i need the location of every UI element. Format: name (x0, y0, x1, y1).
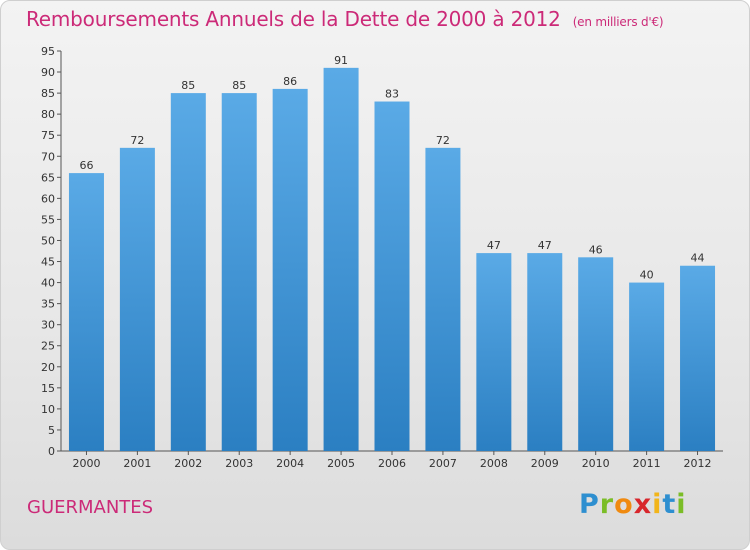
data-labels: 66 72 85 85 86 91 83 72 47 47 46 40 44 (79, 54, 704, 282)
bar (221, 93, 257, 452)
y-tick-label: 90 (41, 66, 55, 79)
data-label: 66 (79, 159, 93, 172)
x-axis: 2000 2001 2002 2003 2004 2005 2006 2007 2008 2009… (61, 450, 723, 470)
x-tick-label: 2005 (327, 457, 355, 470)
x-tick-label: 2011 (633, 457, 661, 470)
bar (680, 265, 716, 451)
bar (170, 93, 206, 452)
y-axis: 0 5 10 15 20 25 30 35 40 45 50 55 60 65 70 75 80 85 90 95 (41, 45, 62, 458)
y-tick-label: 85 (41, 87, 55, 100)
commune-name: GUERMANTES (27, 497, 154, 518)
bar (272, 88, 308, 451)
data-label: 83 (385, 88, 399, 101)
bar (578, 257, 614, 451)
y-tick-label: 20 (41, 361, 55, 374)
x-tick-label: 2009 (531, 457, 559, 470)
bar (527, 253, 563, 451)
x-tick-label: 2003 (225, 457, 253, 470)
x-tick-label: 2000 (72, 457, 100, 470)
bar (476, 253, 512, 451)
data-label: 72 (130, 134, 144, 147)
bar (425, 147, 461, 451)
y-tick-label: 45 (41, 256, 55, 269)
y-tick-label: 10 (41, 403, 55, 416)
x-tick-label: 2004 (276, 457, 304, 470)
data-label: 91 (334, 54, 348, 67)
y-tick-label: 30 (41, 319, 55, 332)
data-label: 85 (181, 79, 195, 92)
bar (629, 282, 665, 451)
chart-title: Remboursements Annuels de la Dette de 20… (26, 7, 664, 31)
chart-title-text: Remboursements Annuels de la Dette de 20… (26, 7, 561, 31)
y-tick-label: 65 (41, 171, 55, 184)
data-label: 86 (283, 75, 297, 88)
bars (68, 67, 716, 452)
y-tick-label: 35 (41, 298, 55, 311)
data-label: 47 (487, 239, 501, 252)
y-tick-label: 50 (41, 234, 55, 247)
x-tick-label: 2008 (480, 457, 508, 470)
data-label: 40 (640, 269, 654, 282)
bar (323, 67, 359, 451)
data-label: 47 (538, 239, 552, 252)
bar (119, 147, 155, 451)
x-tick-label: 2007 (429, 457, 457, 470)
data-label: 85 (232, 79, 246, 92)
bar (374, 101, 410, 452)
y-tick-label: 60 (41, 192, 55, 205)
x-tick-label: 2006 (378, 457, 406, 470)
y-tick-label: 0 (48, 445, 55, 458)
x-tick-label: 2002 (174, 457, 202, 470)
x-tick-label: 2001 (123, 457, 151, 470)
x-tick-label: 2010 (582, 457, 610, 470)
y-tick-label: 15 (41, 382, 55, 395)
chart-subtitle: (en milliers d'€) (572, 15, 664, 29)
data-label: 72 (436, 134, 450, 147)
y-tick-label: 40 (41, 277, 55, 290)
y-tick-label: 5 (48, 424, 55, 437)
x-tick-label: 2012 (684, 457, 712, 470)
y-tick-label: 25 (41, 340, 55, 353)
y-tick-label: 70 (41, 150, 55, 163)
y-tick-label: 55 (41, 213, 55, 226)
y-tick-label: 75 (41, 129, 55, 142)
proxiti-logo[interactable]: Proxiti (579, 489, 687, 520)
y-tick-label: 80 (41, 108, 55, 121)
data-label: 46 (589, 243, 603, 256)
y-tick-label: 95 (41, 45, 55, 58)
data-label: 44 (691, 252, 705, 265)
bar (68, 173, 104, 451)
